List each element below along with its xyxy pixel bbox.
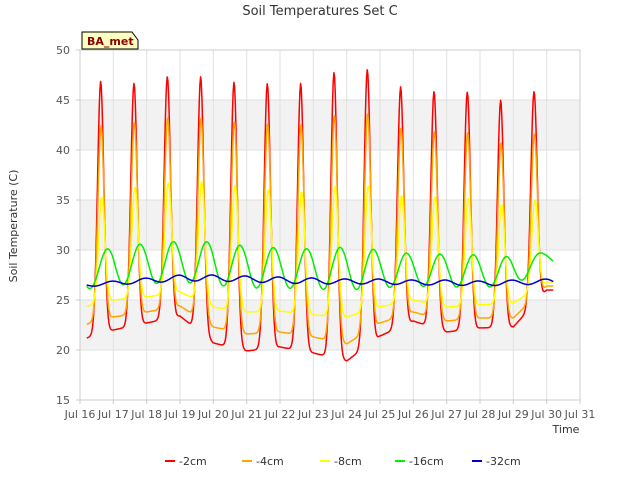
site-badge-label: BA_met <box>87 35 134 48</box>
y-axis: 15 20 25 30 35 40 45 50 <box>56 44 80 407</box>
x-axis-label: Time <box>552 423 580 436</box>
band-20 <box>80 300 580 350</box>
x-tick-label: Jul 17 <box>97 408 129 421</box>
series-line-minus16cm <box>86 240 554 291</box>
x-tick-label: Jul 21 <box>230 408 262 421</box>
band-40 <box>80 100 580 150</box>
chart-title: Soil Temperatures Set C <box>242 4 397 19</box>
plot-frame <box>79 49 581 401</box>
x-tick-label: Jul 16 <box>64 408 96 421</box>
y-tick-label: 50 <box>56 44 70 57</box>
x-tick-label: Jul 28 <box>464 408 496 421</box>
x-tick-label: Jul 20 <box>197 408 229 421</box>
legend: -2cm -4cm -8cm -16cm -32cm <box>165 455 521 468</box>
x-tick-label: Jul 25 <box>364 408 396 421</box>
legend-label: -32cm <box>486 455 521 468</box>
site-badge: BA_met <box>81 31 139 50</box>
series-line-minus8cm <box>86 181 554 318</box>
y-tick-label: 15 <box>56 394 70 407</box>
series-line-minus2cm <box>86 69 554 362</box>
legend-label: -2cm <box>179 455 207 468</box>
x-tick-label: Jul 27 <box>430 408 462 421</box>
series-layer <box>86 69 554 362</box>
x-tick-label: Jul 18 <box>130 408 162 421</box>
y-tick-label: 30 <box>56 244 70 257</box>
series-line-minus4cm <box>86 113 554 345</box>
x-tick-label: Jul 19 <box>164 408 196 421</box>
y-tick-label: 20 <box>56 344 70 357</box>
x-tick-label: Jul 22 <box>264 408 296 421</box>
x-tick-label: Jul 23 <box>297 408 329 421</box>
series-line-minus32cm <box>86 274 554 287</box>
legend-label: -8cm <box>334 455 362 468</box>
x-tick-label: Jul 26 <box>397 408 429 421</box>
x-tick-label: Jul 29 <box>497 408 529 421</box>
y-tick-label: 45 <box>56 94 70 107</box>
legend-label: -4cm <box>256 455 284 468</box>
y-axis-label: Soil Temperature (C) <box>7 170 20 283</box>
y-tick-label: 40 <box>56 144 70 157</box>
legend-label: -16cm <box>409 455 444 468</box>
x-tick-label: Jul 31 <box>564 408 596 421</box>
y-tick-label: 25 <box>56 294 70 307</box>
x-tick-label: Jul 30 <box>530 408 562 421</box>
y-tick-label: 35 <box>56 194 70 207</box>
x-axis: Jul 16 Jul 17 Jul 18 Jul 19 Jul 20 Jul 21 Jul … <box>64 400 596 421</box>
x-tick-label: Jul 24 <box>330 408 362 421</box>
site-badge-shape <box>81 31 139 50</box>
